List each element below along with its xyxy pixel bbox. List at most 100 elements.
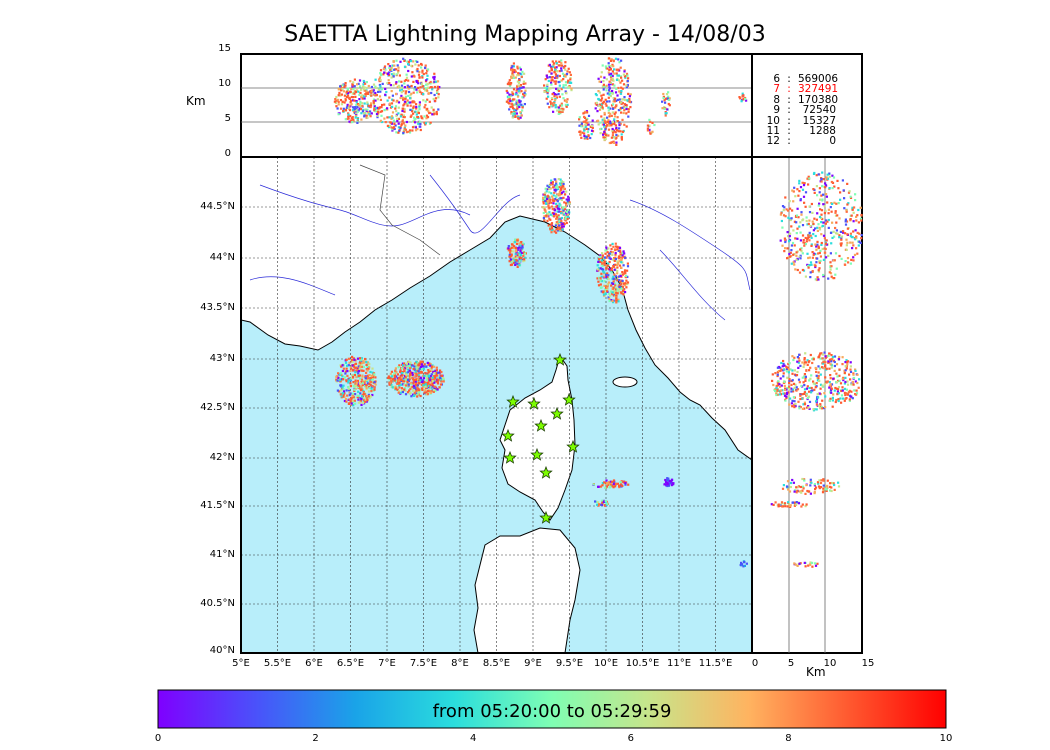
altitude-lightning-source [613,141,616,144]
altitude-lightning-source [422,99,425,102]
altitude-lightning-source [507,98,510,101]
altitude-lightning-source [667,91,670,94]
altitude-lightning-source [543,90,546,93]
lightning-source [511,250,514,253]
altitude-lightning-source [428,92,431,95]
stats-separator: : [787,73,791,85]
altitude-lightning-source [353,99,356,102]
lightning-source [344,376,347,379]
lightning-source [401,367,404,370]
lightning-source [362,392,365,395]
lightning-source [390,380,393,383]
altitude-lightning-source [612,103,615,106]
lightning-source [618,285,621,288]
altitude-lightning-source [605,123,609,126]
lightning-source [619,280,622,283]
side-lightning-source [825,367,828,370]
map-frame [240,156,753,654]
altitude-lightning-source [418,105,421,108]
altitude-lightning-source [402,57,405,60]
lightning-source [564,215,567,219]
altitude-lightning-source [429,86,432,89]
side-lightning-source [800,491,803,494]
altitude-lightning-source [668,97,671,100]
altitude-lightning-source [602,93,605,96]
side-lightning-source [821,407,824,410]
altitude-lightning-source [435,113,438,116]
lightning-source [354,371,357,374]
lightning-source [596,503,599,506]
altitude-lightning-source [512,62,515,65]
lightning-source [415,369,418,372]
side-lightning-source [822,193,825,196]
side-lightning-source [776,373,779,376]
side-lightning-source [824,488,827,491]
altitude-lightning-source [380,110,384,113]
side-lightning-source [817,246,820,249]
altitude-lightning-source [386,116,389,119]
altitude-lightning-source [612,97,615,100]
side-lightning-source [777,389,780,392]
altitude-lightning-source [602,123,605,126]
lightning-source [616,266,619,269]
lightning-source [398,364,401,367]
side-lightning-source [843,371,846,374]
side-lightning-source [785,365,788,368]
star-icon [566,439,580,453]
altitude-lightning-source [511,105,514,108]
altitude-lightning-source [407,130,410,133]
lightning-source [410,386,413,389]
altitude-lightning-source [612,79,615,82]
altitude-lightning-source [409,97,412,100]
altitude-lightning-source [403,103,406,106]
lightning-source [612,245,615,248]
lightning-source [559,178,562,181]
altitude-lightning-source [515,100,518,104]
side-lightning-source [801,477,804,481]
side-lightning-source [802,487,805,490]
lightning-source [559,204,562,207]
altitude-lightning-source [508,93,511,96]
side-lightning-source [833,277,836,280]
altitude-lightning-source [604,121,607,124]
altitude-lightning-source [600,71,603,74]
altitude-lightning-source [523,91,526,94]
lightning-source [666,484,669,488]
lightning-source [360,403,363,406]
altitude-lightning-source [370,94,373,97]
altitude-lightning-source [511,98,515,101]
lightning-source [544,199,547,203]
lightning-source [523,259,526,262]
side-lightning-source [816,229,819,232]
altitude-lightning-source [614,91,618,94]
side-lightning-source [811,389,814,392]
lightning-source [545,202,548,205]
altitude-lightning-source [432,97,435,101]
side-lightning-source [858,378,861,381]
lightning-source [368,387,371,390]
lightning-source [353,389,356,392]
lightning-source [405,362,408,365]
altitude-lightning-source [564,75,567,78]
star-icon [539,510,553,524]
side-lightning-source [788,387,791,391]
side-lightning-source [778,383,781,386]
altitude-lightning-source [625,72,629,75]
altitude-lightning-source [583,132,586,135]
side-lightning-source [823,247,826,250]
side-lightning-source [782,484,785,487]
lightning-source [560,186,563,189]
side-lightning-source [818,367,822,370]
side-lightning-source [798,190,801,193]
side-lightning-source [791,389,794,393]
altitude-lightning-source [433,80,436,84]
lightning-source [616,288,619,291]
side-lightning-source [824,251,827,254]
lightning-source [406,364,409,367]
lightning-source [566,213,569,216]
side-lightning-source [791,399,794,402]
lightning-source [371,378,374,381]
lightning-source [566,199,570,203]
altitude-lightning-source [416,60,419,63]
